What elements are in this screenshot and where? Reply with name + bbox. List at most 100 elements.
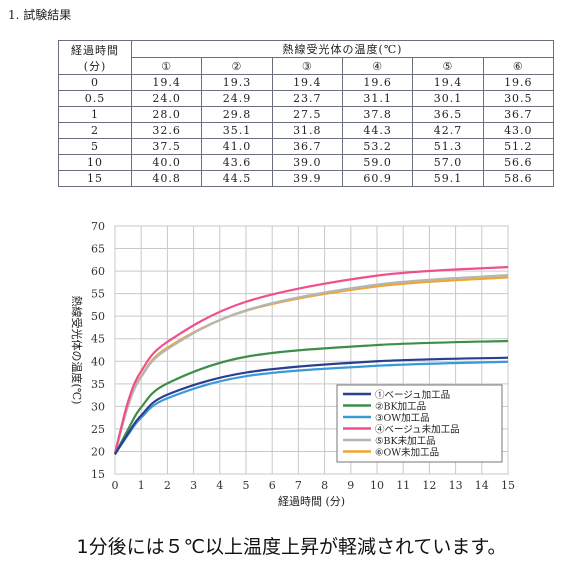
- value-cell: 30.5: [482, 90, 555, 107]
- legend-label: ⑤BK未加工品: [375, 435, 436, 447]
- legend-label: ④ベージュ未加工品: [375, 424, 460, 436]
- x-tick-label: 1: [138, 479, 145, 492]
- y-tick-label: 15: [91, 468, 105, 481]
- table-row: 10 40.0 43.6 39.0 59.0 57.0 56.6: [58, 154, 555, 171]
- x-tick-label: 0: [112, 479, 119, 492]
- series-line-5: [113, 274, 509, 455]
- y-tick-label: 25: [91, 423, 105, 436]
- value-cell: 37.5: [130, 138, 203, 155]
- column-header: ⑤: [412, 57, 484, 75]
- table-body: 0 19.4 19.3 19.4 19.6 19.4 19.6 0.5 24.0 24.9 23.7…: [58, 74, 555, 187]
- column-header: ①: [130, 57, 203, 75]
- y-tick-label: 40: [91, 355, 105, 368]
- value-cell: 40.0: [130, 154, 203, 171]
- value-cell: 19.4: [130, 74, 203, 91]
- legend-box: [336, 384, 503, 463]
- table-row: 15 40.8 44.5 39.9 60.9 59.1 58.6: [58, 170, 555, 187]
- value-cell: 41.0: [201, 138, 273, 155]
- y-tick-label: 60: [91, 265, 105, 278]
- table-row: 0 19.4 19.3 19.4 19.6 19.4 19.6: [58, 74, 555, 91]
- table-row: 0.5 24.0 24.9 23.7 31.1 30.1 30.5: [58, 90, 555, 107]
- value-cell: 53.2: [341, 138, 414, 155]
- value-cell: 27.5: [271, 106, 343, 123]
- caption: 1分後には５℃以上温度上昇が軽減されています。: [76, 536, 507, 558]
- value-cell: 31.8: [271, 122, 343, 139]
- series-line-4: [113, 265, 509, 454]
- legend-label: ③OW加工品: [375, 413, 430, 424]
- time-cell: 10: [58, 154, 132, 171]
- value-cell: 31.1: [341, 90, 414, 107]
- y-axis-label: 熱線受光体の温度(℃): [70, 296, 84, 405]
- table-row: 2 32.6 35.1 31.8 44.3 42.7 43.0: [58, 122, 555, 139]
- value-cell: 19.6: [482, 74, 555, 91]
- column-header: ②: [201, 57, 273, 75]
- y-tick-label: 70: [91, 220, 105, 233]
- time-cell: 15: [58, 170, 132, 187]
- value-cell: 44.5: [201, 170, 273, 187]
- x-tick-label: 2: [164, 479, 171, 492]
- row-header: 経過時間 (分): [58, 40, 132, 75]
- column-header: ④: [341, 57, 414, 75]
- value-cell: 40.8: [130, 170, 203, 187]
- value-cell: 58.6: [482, 170, 555, 187]
- x-tick-label: 11: [396, 479, 410, 492]
- value-cell: 24.0: [130, 90, 203, 107]
- x-tick-label: 7: [295, 479, 302, 492]
- value-cell: 56.6: [482, 154, 555, 171]
- y-tick-label: 20: [91, 445, 105, 458]
- value-cell: 23.7: [271, 90, 343, 107]
- x-tick-label: 15: [501, 479, 515, 492]
- value-cell: 37.8: [341, 106, 414, 123]
- value-cell: 35.1: [201, 122, 273, 139]
- column-header: ⑥: [482, 57, 555, 75]
- table-row: 5 37.5 41.0 36.7 53.2 51.3 51.2: [58, 138, 555, 155]
- y-tick-label: 45: [91, 333, 105, 346]
- time-cell: 5: [58, 138, 132, 155]
- value-cell: 19.6: [341, 74, 414, 91]
- x-tick-label: 8: [321, 479, 328, 492]
- value-cell: 19.4: [412, 74, 484, 91]
- group-header: 熱線受光体の温度(℃): [131, 40, 554, 58]
- time-cell: 0.5: [58, 90, 132, 107]
- value-cell: 39.0: [271, 154, 343, 171]
- value-cell: 59.0: [341, 154, 414, 171]
- y-tick-label: 35: [91, 378, 105, 391]
- column-header: ③: [271, 57, 343, 75]
- x-tick-label: 6: [269, 479, 276, 492]
- value-cell: 32.6: [130, 122, 203, 139]
- value-cell: 19.3: [201, 74, 273, 91]
- value-cell: 19.4: [271, 74, 343, 91]
- x-axis-label: 経過時間 (分): [278, 495, 345, 508]
- value-cell: 24.9: [201, 90, 273, 107]
- legend-label: ①ベージュ加工品: [375, 390, 450, 401]
- y-tick-label: 55: [91, 288, 105, 301]
- legend-label: ②BK加工品: [375, 402, 426, 413]
- time-cell: 0: [58, 74, 132, 91]
- value-cell: 60.9: [341, 170, 414, 187]
- table-row: 1 28.0 29.8 27.5 37.8 36.5 36.7: [58, 106, 555, 123]
- x-tick-label: 14: [475, 479, 489, 492]
- value-cell: 51.2: [482, 138, 555, 155]
- value-cell: 59.1: [412, 170, 484, 187]
- series-line-1: [114, 356, 509, 455]
- legend-label: ⑥OW未加工品: [375, 447, 439, 459]
- value-cell: 30.1: [412, 90, 484, 107]
- value-cell: 43.6: [201, 154, 273, 171]
- x-tick-label: 9: [347, 479, 354, 492]
- value-cell: 29.8: [201, 106, 273, 123]
- time-cell: 1: [58, 106, 132, 123]
- value-cell: 42.7: [412, 122, 484, 139]
- x-tick-label: 4: [216, 479, 223, 492]
- value-cell: 51.3: [412, 138, 484, 155]
- x-tick-label: 3: [190, 479, 197, 492]
- value-cell: 39.9: [271, 170, 343, 187]
- time-cell: 2: [58, 122, 132, 139]
- temperature-chart: 15 20 25 30 35 40 45 50 55 60 65 70 0 1 2 3 4 5 6 7 8 9 10 11 12…: [40, 212, 580, 522]
- value-cell: 36.7: [271, 138, 343, 155]
- section-title: 1. 試験結果: [8, 8, 72, 22]
- y-tick-label: 30: [91, 400, 105, 413]
- value-cell: 43.0: [482, 122, 555, 139]
